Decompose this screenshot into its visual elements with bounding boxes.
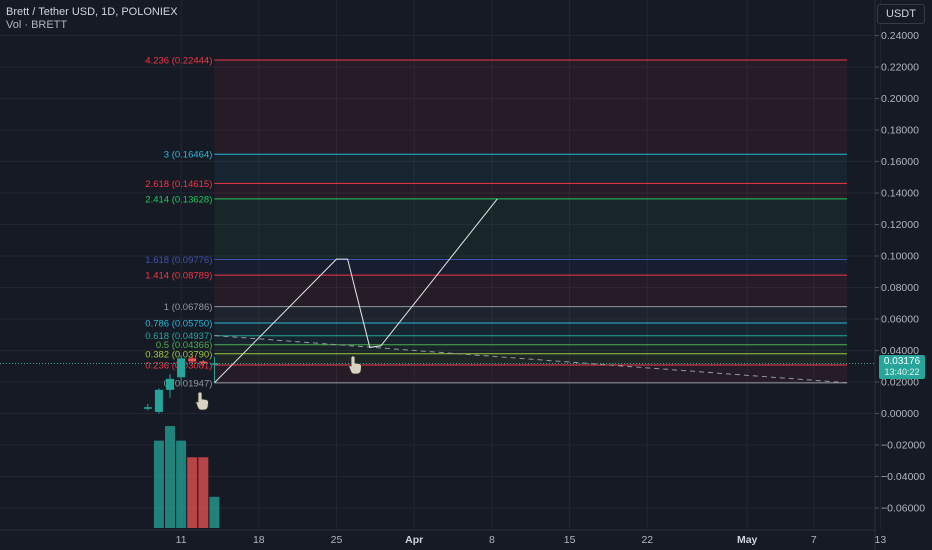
price-tick-label: 0.14000: [881, 188, 919, 200]
price-tick-label: −0.04000: [881, 471, 925, 483]
time-tick-label: 7: [811, 534, 817, 546]
price-tick-label: 0.00000: [881, 408, 919, 420]
candles: [143, 355, 219, 414]
volume-bar: [176, 440, 187, 528]
fib-level-label: 1.414 (0.08789): [145, 271, 212, 282]
fib-level-label: 2.618 (0.14615): [145, 179, 212, 190]
volume-bar: [187, 457, 198, 528]
price-tick-label: 0.06000: [881, 314, 919, 326]
time-tick-label: 8: [489, 534, 495, 546]
fib-level-label: 0.618 (0.04937): [145, 331, 212, 342]
candle-body: [143, 407, 152, 409]
fib-band: [214, 60, 848, 155]
symbol-title[interactable]: Brett / Tether USD, 1D, POLONIEX: [6, 6, 178, 18]
candle-body: [177, 358, 186, 378]
fib-level-label: 3 (0.16464): [164, 150, 213, 161]
price-tick-label: 0.16000: [881, 156, 919, 168]
candle: [210, 356, 219, 382]
fib-band: [214, 275, 848, 307]
time-tick-label: 13: [875, 534, 887, 546]
time-tick-label: Apr: [405, 534, 423, 546]
time-tick-label: 18: [253, 534, 265, 546]
time-tick-label: 22: [641, 534, 653, 546]
volume-bar: [153, 440, 164, 528]
time-tick-label: 25: [331, 534, 343, 546]
bar-countdown: 13:40:22: [884, 367, 920, 377]
candle: [177, 355, 186, 386]
price-tick-label: −0.06000: [881, 503, 925, 515]
hand-pointer-icon: [195, 391, 209, 411]
volume-bar: [198, 457, 209, 528]
currency-button[interactable]: USDT: [877, 4, 925, 24]
price-axis: 0.24000 0.22000 0.20000 0.18000 0.16000 0.140…: [874, 0, 925, 550]
price-tick-label: 0.20000: [881, 93, 919, 105]
hand-pointer-icon: [348, 355, 362, 375]
price-tick-label: −0.02000: [881, 440, 925, 452]
price-tick-label: 0.02000: [881, 377, 919, 389]
time-tick-label: 15: [564, 534, 576, 546]
candle: [143, 404, 152, 411]
price-tick-label: 0.24000: [881, 30, 919, 42]
fib-band: [214, 344, 848, 354]
fib-level-label: 0 (0.01947): [164, 378, 213, 389]
price-tick-label: 0.22000: [881, 62, 919, 74]
time-tick-label: 11: [176, 534, 187, 546]
time-tick-label: May: [737, 534, 758, 546]
dashed-trend-line: [214, 335, 848, 384]
price-tick-label: 0.18000: [881, 125, 919, 137]
volume-bar: [209, 496, 220, 528]
price-tick-label: 0.10000: [881, 251, 919, 263]
fib-level-label: 1.618 (0.09776): [145, 255, 212, 266]
fib-level-label: 1 (0.06786): [164, 302, 213, 313]
candle: [154, 388, 163, 414]
fib-level-label: 0.786 (0.05750): [145, 318, 212, 329]
candle-body: [199, 361, 208, 364]
fib-band: [214, 364, 848, 383]
volume-bars: [153, 426, 220, 528]
candle: [166, 374, 174, 398]
fib-band: [214, 259, 848, 276]
fib-band: [214, 306, 848, 323]
price-tick-label: 0.08000: [881, 282, 919, 294]
price-tick-label: 0.04000: [881, 345, 919, 357]
candle-body: [154, 389, 163, 412]
fib-level-label: 0.5 (0.04366): [156, 340, 213, 351]
price-tick-label: 0.12000: [881, 219, 919, 231]
candle: [199, 359, 208, 367]
fib-band: [214, 335, 848, 345]
volume-bar: [165, 426, 175, 528]
fib-bands: [214, 60, 848, 383]
candle-body: [210, 363, 219, 365]
fib-band: [214, 183, 848, 199]
volume-legend[interactable]: Vol · BRETT: [6, 19, 68, 31]
hand-shape: [195, 391, 209, 411]
fib-level-label: 0.382 (0.03790): [145, 349, 212, 360]
fib-band: [214, 322, 848, 336]
candle-body: [188, 358, 197, 362]
candle-body: [166, 378, 174, 390]
fib-level-label: 2.414 (0.13628): [145, 194, 212, 205]
grid: [0, 0, 881, 530]
time-axis: 11 18 25 Apr 8 15 22 May 7 13: [0, 529, 887, 546]
last-price-tag: 0.03176 13:40:22: [879, 355, 925, 379]
last-price-value: 0.03176: [883, 356, 921, 367]
fib-band: [214, 154, 848, 184]
chart-header: Brett / Tether USD, 1D, POLONIEX Vol · B…: [6, 6, 178, 32]
projection-path: [214, 198, 498, 384]
hand-shape: [348, 355, 362, 375]
fib-band: [214, 198, 848, 260]
fib-level-label: 4.236 (0.22444): [145, 56, 212, 67]
